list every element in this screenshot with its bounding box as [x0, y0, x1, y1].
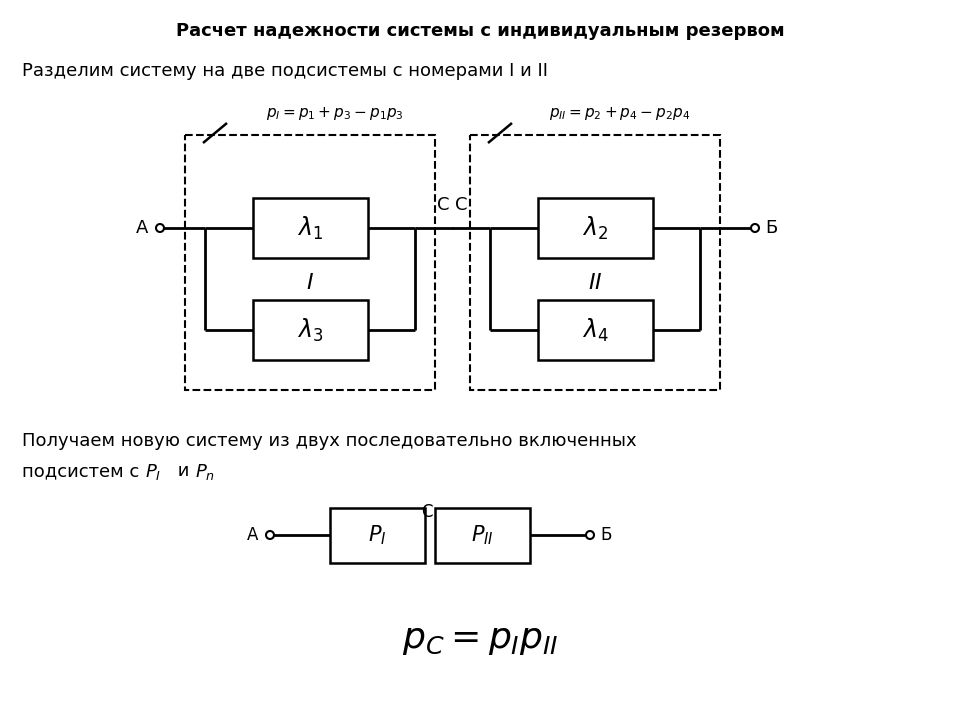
Text: $P_n$: $P_n$ — [195, 462, 215, 482]
Bar — [252, 198, 368, 258]
Text: и: и — [172, 462, 195, 480]
Bar — [538, 198, 653, 258]
Circle shape — [751, 224, 759, 232]
Text: подсистем с: подсистем с — [22, 462, 145, 480]
Text: Разделим систему на две подсистемы с номерами I и II: Разделим систему на две подсистемы с ном… — [22, 62, 548, 80]
Text: А: А — [247, 526, 258, 544]
Bar — [435, 508, 530, 562]
Text: $\mathit{II}$: $\mathit{II}$ — [588, 273, 602, 293]
Circle shape — [586, 531, 594, 539]
Circle shape — [266, 531, 274, 539]
Text: $\lambda_1$: $\lambda_1$ — [297, 215, 323, 242]
Text: $\lambda_3$: $\lambda_3$ — [297, 316, 324, 343]
Text: $\mathit{I}$: $\mathit{I}$ — [306, 273, 314, 293]
Text: Расчет надежности системы с индивидуальным резервом: Расчет надежности системы с индивидуальн… — [176, 22, 784, 40]
Bar — [252, 300, 368, 360]
Text: С: С — [421, 503, 433, 521]
Text: $p_C = p_I p_{II}$: $p_C = p_I p_{II}$ — [401, 623, 559, 657]
Bar — [185, 135, 435, 390]
Text: С: С — [455, 196, 468, 214]
Bar — [470, 135, 720, 390]
Text: С: С — [438, 196, 450, 214]
Text: $P_I$: $P_I$ — [145, 462, 161, 482]
Text: $\lambda_4$: $\lambda_4$ — [582, 316, 609, 343]
Text: Б: Б — [765, 219, 778, 237]
Bar — [330, 508, 425, 562]
Text: Б: Б — [600, 526, 612, 544]
Text: $\lambda_2$: $\lambda_2$ — [582, 215, 608, 242]
Bar — [538, 300, 653, 360]
Circle shape — [156, 224, 164, 232]
Text: А: А — [135, 219, 148, 237]
Text: $P_I$: $P_I$ — [369, 523, 387, 546]
Text: $p_{II} = p_2 + p_4 - p_2 p_4$: $p_{II} = p_2 + p_4 - p_2 p_4$ — [549, 105, 690, 122]
Text: $p_I = p_1 + p_3 - p_1 p_3$: $p_I = p_1 + p_3 - p_1 p_3$ — [266, 105, 404, 122]
Text: Получаем новую систему из двух последовательно включенных: Получаем новую систему из двух последова… — [22, 432, 636, 450]
Text: $P_{II}$: $P_{II}$ — [471, 523, 493, 546]
